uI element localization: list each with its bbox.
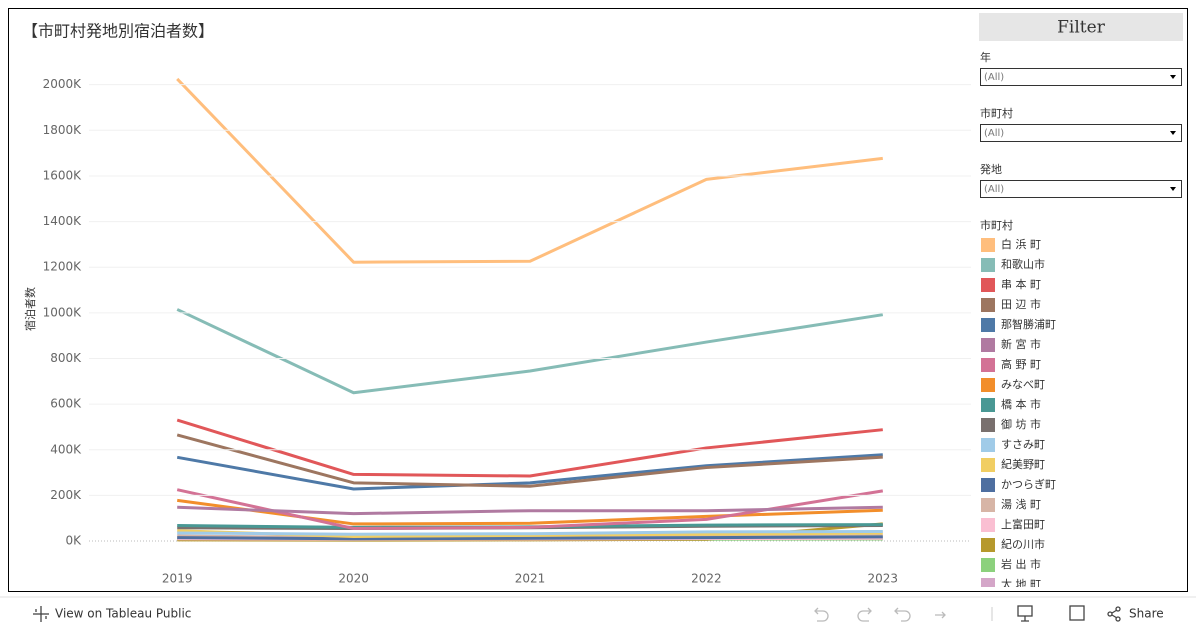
dropdown-arrow [1170,131,1176,135]
filter-label: 年 [980,50,991,64]
series-line [176,418,883,478]
legend-swatch [981,418,995,432]
legend-label: 湯 浅 町 [1001,498,1041,511]
y-tick-label: 600K [50,397,82,411]
legend-swatch [981,398,995,412]
legend-label: 紀の川市 [1001,537,1045,551]
legend-label: かつらぎ町 [1001,477,1056,491]
legend-label: 高 野 町 [1001,357,1041,371]
x-tick-label: 2022 [691,572,722,586]
filter-label: 市町村 [980,106,1013,120]
legend-label: 串 本 町 [1001,277,1041,291]
chart-title: 【市町村発地別宿泊者数】 [22,22,214,41]
view-link[interactable]: View on Tableau Public [55,607,191,621]
filter-dropdown[interactable] [980,180,1182,198]
filter-title: Filter [1057,18,1106,38]
legend-label: 太 地 町 [1001,578,1041,591]
x-tick-label: 2023 [868,572,899,586]
y-tick-label: 800K [50,351,82,365]
legend-swatch [981,258,995,272]
action-icons[interactable] [1017,605,1121,622]
x-tick-label: 2020 [338,572,369,586]
x-tick-label: 2021 [515,572,546,586]
legend-swatch [981,478,995,492]
legend-swatch [981,378,995,392]
plot [176,77,884,542]
legend-swatch [981,238,995,252]
filter-value: (All) [984,184,1004,195]
series-line [177,529,883,536]
y-tick-label: 2000K [43,77,83,91]
legend-label: 岩 出 市 [1001,557,1041,571]
legend-swatch [981,458,995,472]
legend-label: 御 坊 市 [1001,417,1041,431]
series-line [176,453,883,491]
legend-title: 市町村 [980,218,1013,232]
y-tick-label: 1200K [43,260,83,274]
dropdown-arrow [1170,187,1176,191]
undo-redo-icons [814,607,946,622]
legend-swatch [981,318,995,332]
y-axis-label: 宿泊者数 [23,287,37,331]
legend-label: みなべ町 [1001,378,1045,391]
series-line [176,308,884,395]
legend-swatch [981,358,995,372]
y-tick-label: 400K [50,442,82,456]
legend-label: 那智勝浦町 [1001,317,1056,331]
legend-swatch [981,298,995,312]
legend-label: 和歌山市 [1001,257,1045,271]
series-line [177,505,883,516]
legend-swatch [981,578,995,587]
dropdown-arrow [1170,75,1176,79]
legend-label: 田 辺 市 [1001,297,1041,311]
y-tick-label: 1800K [43,123,83,137]
y-tick-label: 1000K [43,305,83,319]
y-tick-label: 0K [65,534,82,548]
filter-header [979,13,1183,41]
y-tick-label: 1400K [43,214,83,228]
legend-label: すさみ町 [1001,438,1045,451]
legend-label: 新 宮 市 [1001,337,1041,351]
filter-value: (All) [984,72,1004,83]
series-line [176,433,883,488]
filter-value: (All) [984,128,1004,139]
legend-label: 白 浜 町 [1001,237,1041,251]
tableau-icon [33,606,49,622]
filters: 年 (All) 市町村 (All) 発地 (All) [980,50,1182,198]
legend-label: 橋 本 市 [1001,397,1041,411]
filter-label: 発地 [980,162,1002,176]
legend-swatch [981,278,995,292]
legend-label: 紀美野町 [1001,458,1045,471]
legend-swatch [981,438,995,452]
y-tick-label: 1600K [43,168,83,182]
x-tick-label: 2019 [162,572,193,586]
series-line [177,535,883,541]
legend-swatch [981,538,995,552]
legend-swatch [981,518,995,532]
legend-swatch [981,498,995,512]
y-tick-label: 200K [50,488,82,502]
legend-label: 上富田町 [1001,517,1045,531]
legend-swatch [981,338,995,352]
toolbar [0,597,1196,627]
series-line [176,77,883,264]
filter-dropdown[interactable] [980,68,1182,86]
share-button[interactable]: Share [1129,607,1164,621]
filter-dropdown[interactable] [980,124,1182,142]
legend-swatch [981,558,995,572]
